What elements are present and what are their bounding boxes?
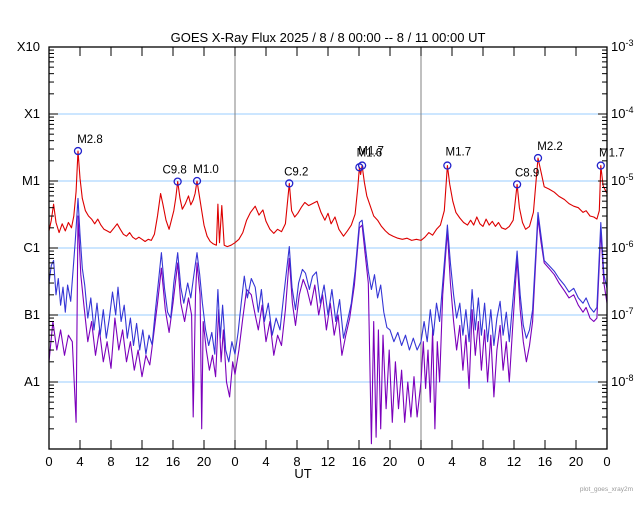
y-axis-label-left: B1 xyxy=(24,307,40,322)
series-purple xyxy=(48,215,608,445)
flare-marker xyxy=(357,161,367,170)
flare-marker xyxy=(73,146,83,156)
flare-marker xyxy=(512,180,522,189)
y-axis-label-left: X1 xyxy=(24,106,40,121)
x-tick-label: 4 xyxy=(448,454,455,469)
x-axis-title: UT xyxy=(294,466,311,481)
x-tick-label: 4 xyxy=(262,454,269,469)
flare-marker xyxy=(533,153,543,163)
x-tick-label: 0 xyxy=(231,454,238,469)
chart-title: GOES X-Ray Flux 2025 / 8 / 8 00:00 -- 8 … xyxy=(171,30,486,45)
flare-label: M1.7 xyxy=(599,148,625,160)
y-axis-label-right: 10-3 xyxy=(611,38,633,54)
flare-label: M1.7 xyxy=(358,146,384,158)
y-axis-label-right: 10-7 xyxy=(611,306,633,322)
x-tick-label: 0 xyxy=(417,454,424,469)
flare-label: M2.8 xyxy=(77,134,103,146)
x-tick-label: 20 xyxy=(383,454,397,469)
series-red xyxy=(48,150,608,248)
x-tick-label: 8 xyxy=(107,454,114,469)
flare-label: M1.6 xyxy=(357,147,383,159)
y-axis-label-left: A1 xyxy=(24,374,40,389)
x-tick-label: 12 xyxy=(135,454,149,469)
x-tick-label: 16 xyxy=(352,454,366,469)
y-axis-label-right: 10-6 xyxy=(611,239,633,255)
flare-label: C9.2 xyxy=(284,166,308,178)
flare-marker xyxy=(443,161,452,170)
flare-label: M2.2 xyxy=(537,141,563,153)
series-blue xyxy=(48,197,608,363)
flare-label: C8.9 xyxy=(515,167,539,179)
x-tick-label: 8 xyxy=(479,454,486,469)
y-axis-label-left: X10 xyxy=(17,39,40,54)
plot-layer: 0 4 8 12 16 20 0 4 8 12 16 20 0 4 8 12 16 20 0 X10 X1 M1 C1 B1 A… xyxy=(17,38,634,469)
flare-marker xyxy=(285,179,294,188)
watermark-text: plot_goes_xray2m xyxy=(580,486,633,493)
x-tick-label: 8 xyxy=(293,454,300,469)
x-tick-label: 0 xyxy=(45,454,52,469)
y-axis-label-right: 10-5 xyxy=(611,172,633,188)
flare-label: C9.8 xyxy=(163,165,187,177)
y-axis-label-left: M1 xyxy=(22,173,40,188)
x-tick-label: 16 xyxy=(166,454,180,469)
x-tick-label: 16 xyxy=(538,454,552,469)
y-axis-label-right: 10-8 xyxy=(611,373,633,389)
flare-label: M1.7 xyxy=(446,147,472,159)
x-tick-label: 4 xyxy=(76,454,83,469)
x-tick-label: 12 xyxy=(321,454,335,469)
y-axis-label-right: 10-4 xyxy=(611,105,633,121)
flare-marker xyxy=(596,161,605,170)
flare-marker xyxy=(192,176,202,186)
flare-marker xyxy=(173,177,182,186)
x-tick-label: 12 xyxy=(507,454,521,469)
x-tick-label: 0 xyxy=(603,454,610,469)
x-tick-label: 20 xyxy=(197,454,211,469)
flare-label: M1.0 xyxy=(193,164,219,176)
y-axis-label-left: C1 xyxy=(23,240,40,255)
x-tick-label: 20 xyxy=(569,454,583,469)
